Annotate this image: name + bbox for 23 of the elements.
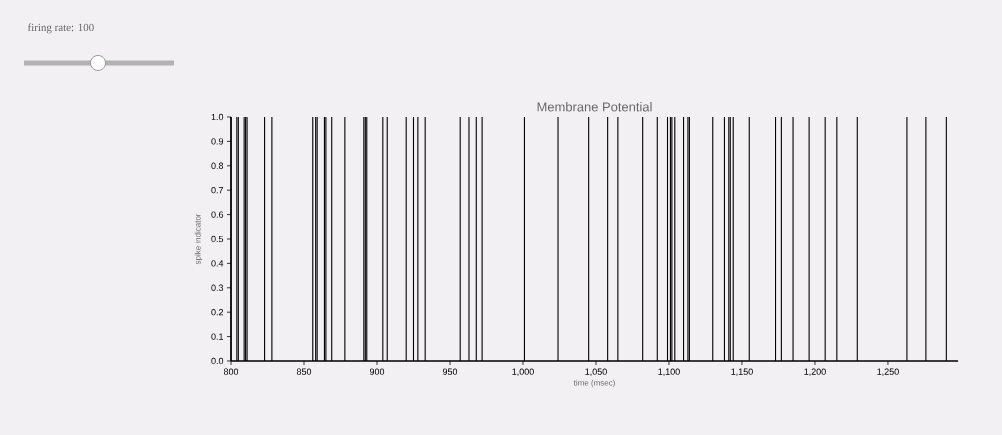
y-tick-label: 0.0: [211, 357, 224, 365]
y-tick-label: 0.9: [211, 138, 224, 145]
x-tick-label: 1,000: [512, 368, 534, 376]
x-tick-label: 1,050: [585, 368, 607, 376]
x-tick-label: 1,200: [804, 368, 826, 376]
text: firing rate: 100: [27, 23, 94, 34]
x-tick-label: 800: [223, 368, 239, 375]
y-tick-label: 0.6: [211, 211, 224, 218]
y-tick-label: 0.8: [211, 162, 224, 169]
y-tick-label: 0.7: [211, 187, 224, 194]
y-tick-label: 0.3: [211, 284, 224, 291]
y-tick-label: 1.0: [211, 113, 224, 121]
y-tick-label: 0.5: [211, 235, 224, 243]
x-tick-label: 1,100: [658, 368, 680, 376]
x-tick-label: 900: [369, 368, 385, 375]
y-tick-label: 0.2: [211, 309, 224, 316]
y-tick-label: 0.4: [211, 260, 224, 267]
x-tick-label: 950: [442, 368, 458, 375]
chart-title: Membrane Potential: [537, 101, 652, 112]
x-tick-label: 1,150: [731, 368, 753, 376]
x-tick-label: 850: [296, 368, 312, 375]
x-tick-label: 1,250: [877, 368, 899, 376]
y-tick-label: 0.1: [211, 333, 224, 340]
